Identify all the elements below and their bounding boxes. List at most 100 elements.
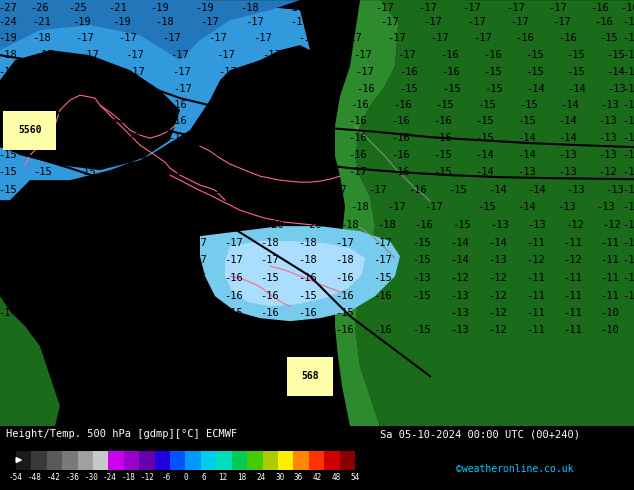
Text: -17: -17 [215, 150, 233, 160]
Text: -15: -15 [115, 255, 134, 265]
Text: -14: -14 [559, 133, 578, 143]
Text: -19: -19 [275, 202, 294, 212]
Text: -16: -16 [373, 325, 392, 335]
Text: -16: -16 [261, 325, 280, 335]
Text: -16: -16 [392, 133, 410, 143]
Text: -18: -18 [299, 238, 318, 248]
Text: -17: -17 [224, 255, 243, 265]
Text: -12: -12 [623, 150, 634, 160]
Text: -12: -12 [623, 133, 634, 143]
Text: -16: -16 [34, 133, 53, 143]
Text: -17: -17 [349, 167, 367, 177]
Text: -16: -16 [215, 100, 233, 110]
Text: -19: -19 [73, 17, 91, 27]
Text: -15: -15 [476, 133, 495, 143]
Polygon shape [225, 241, 365, 306]
Text: -16: -16 [349, 150, 367, 160]
Text: -16: -16 [261, 308, 280, 318]
Bar [247, 450, 262, 469]
Text: -16: -16 [335, 325, 354, 335]
Text: -15: -15 [413, 291, 431, 301]
Text: -17: -17 [260, 167, 278, 177]
Text: -16: -16 [434, 133, 453, 143]
Text: -18: -18 [191, 220, 209, 230]
Text: -17: -17 [163, 33, 181, 43]
Text: -16: -16 [356, 84, 375, 94]
Text: -16: -16 [224, 291, 243, 301]
Text: -10: -10 [600, 325, 619, 335]
Text: -17: -17 [126, 50, 145, 60]
Text: -16: -16 [399, 67, 418, 77]
Text: -16: -16 [349, 133, 367, 143]
Bar [124, 450, 139, 469]
Text: -16: -16 [75, 220, 94, 230]
Text: -10: -10 [623, 291, 634, 301]
Text: -11: -11 [564, 325, 583, 335]
Bar [340, 450, 355, 469]
Text: -16: -16 [409, 185, 427, 195]
Text: -15: -15 [567, 67, 585, 77]
Text: -16: -16 [434, 116, 453, 126]
Text: -17: -17 [309, 50, 327, 60]
Text: -17: -17 [373, 238, 392, 248]
Text: -16: -16 [0, 116, 17, 126]
Text: -18: -18 [241, 3, 259, 13]
Text: -13: -13 [623, 84, 634, 94]
Text: -15: -15 [476, 116, 495, 126]
Text: -16: -16 [122, 150, 141, 160]
Text: -16: -16 [261, 100, 280, 110]
Text: -16: -16 [415, 220, 434, 230]
Text: -15: -15 [413, 238, 431, 248]
Text: -15: -15 [477, 202, 496, 212]
Text: -15: -15 [34, 255, 53, 265]
Text: -14: -14 [623, 67, 634, 77]
Bar [77, 450, 93, 469]
Text: -13: -13 [413, 273, 431, 283]
Text: -14: -14 [567, 84, 586, 94]
Text: -17: -17 [127, 84, 145, 94]
Text: -11: -11 [623, 255, 634, 265]
Text: -16: -16 [122, 185, 141, 195]
Text: -16: -16 [559, 33, 578, 43]
Text: -17: -17 [189, 238, 207, 248]
Text: -19: -19 [113, 17, 131, 27]
Bar [108, 450, 124, 469]
Text: -16: -16 [260, 116, 278, 126]
Text: -24: -24 [0, 17, 17, 27]
Text: -14: -14 [0, 291, 17, 301]
Text: Height/Temp. 500 hPa [gdmp][°C] ECMWF: Height/Temp. 500 hPa [gdmp][°C] ECMWF [6, 429, 238, 440]
Text: -17: -17 [81, 67, 100, 77]
Text: -14: -14 [517, 133, 536, 143]
Text: -16: -16 [621, 3, 634, 13]
Text: -15: -15 [436, 100, 455, 110]
Text: -13: -13 [451, 308, 469, 318]
Text: -15: -15 [189, 291, 207, 301]
Text: -16: -16 [591, 3, 609, 13]
Text: -15: -15 [434, 167, 453, 177]
Text: -42: -42 [47, 473, 60, 482]
Text: -17: -17 [262, 50, 281, 60]
Text: -15: -15 [0, 150, 17, 160]
Text: -11: -11 [600, 291, 619, 301]
Text: 36: 36 [294, 473, 303, 482]
Text: -12: -12 [564, 255, 583, 265]
Text: -11: -11 [623, 220, 634, 230]
Text: -16: -16 [119, 202, 138, 212]
Text: -12: -12 [489, 325, 507, 335]
Text: -17: -17 [36, 84, 55, 94]
Text: -16: -16 [153, 291, 171, 301]
Bar [170, 450, 185, 469]
Text: -17: -17 [127, 67, 145, 77]
Text: -16: -16 [77, 150, 96, 160]
Text: -15: -15 [115, 273, 134, 283]
Text: ©weatheronline.co.uk: ©weatheronline.co.uk [456, 464, 574, 474]
Text: -17: -17 [77, 100, 96, 110]
Text: -11: -11 [527, 291, 545, 301]
Text: -15: -15 [449, 185, 467, 195]
Text: -16: -16 [349, 116, 367, 126]
Text: -17: -17 [286, 3, 304, 13]
Text: -16: -16 [335, 273, 354, 283]
Text: -10: -10 [623, 273, 634, 283]
Text: -17: -17 [335, 17, 354, 27]
Text: -15: -15 [335, 308, 354, 318]
